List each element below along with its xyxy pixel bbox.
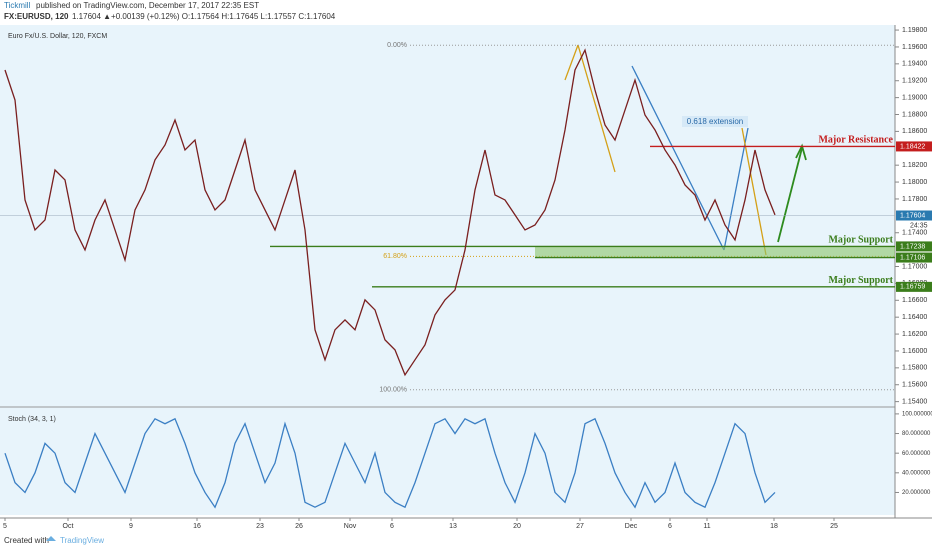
y-tick-label: 1.19400 — [902, 61, 927, 68]
x-tick-label: 6 — [668, 523, 672, 530]
y-tick-label: 100.000000 — [902, 411, 932, 417]
logo — [46, 536, 56, 541]
price-tag-text: 1.17106 — [900, 254, 925, 261]
series-line — [4, 417, 776, 509]
x-tick-label: Dec — [625, 523, 638, 530]
footer-text: Created with — [4, 536, 49, 545]
x-tick-label: 9 — [129, 523, 133, 530]
x-tick-label: 26 — [295, 523, 303, 530]
publisher[interactable]: Tickmill — [4, 1, 31, 10]
annotation-box — [682, 116, 748, 127]
x-tick-label: 23 — [256, 523, 264, 530]
y-tick-label: 1.17000 — [902, 263, 927, 270]
y-tick-label: 1.16200 — [902, 331, 927, 338]
x-tick-label: 27 — [576, 523, 584, 530]
level-label: Major Support — [828, 235, 893, 246]
price-tag — [896, 241, 932, 252]
y-tick-label: 1.17400 — [902, 230, 927, 237]
series-line — [4, 48, 776, 377]
x-tick-label: 11 — [703, 523, 710, 530]
x-tick-label: 13 — [449, 523, 457, 530]
y-tick-label: 60.000000 — [902, 451, 931, 457]
fib-label: 61.80% — [383, 253, 407, 260]
level-label: Major Resistance — [818, 135, 893, 146]
y-tick-label: 1.19000 — [902, 94, 927, 101]
fib-label: 0.00% — [387, 42, 407, 49]
x-tick-label: Oct — [63, 523, 74, 530]
y-tick-label: 1.16400 — [902, 314, 927, 321]
y-tick-label: 20.000000 — [902, 490, 931, 496]
price-tag — [896, 210, 932, 221]
symbol: FX:EURUSD, 120 — [4, 12, 69, 21]
y-tick-label: 1.16000 — [902, 348, 927, 355]
y-tick-label: 1.18800 — [902, 111, 927, 118]
y-tick-label: 1.15800 — [902, 365, 927, 372]
price-tag — [896, 141, 932, 152]
plot-background — [0, 25, 895, 515]
support-zone — [535, 246, 895, 258]
x-tick-label: 20 — [513, 523, 521, 530]
x-tick-label: 18 — [770, 523, 778, 530]
countdown: 24:35 — [910, 222, 928, 229]
x-tick-label: Nov — [344, 523, 357, 530]
y-tick-label: 1.15600 — [902, 382, 927, 389]
y-tick-label: 1.19200 — [902, 78, 927, 85]
y-tick-label: 1.18000 — [902, 179, 927, 186]
y-tick-label: 40.000000 — [902, 470, 931, 476]
pane-title: Stoch (34, 3, 1) — [8, 416, 56, 423]
published: published on TradingView.com, December 1… — [36, 1, 259, 10]
price-tag-text: 1.17238 — [900, 243, 925, 250]
price-tag-text: 1.18422 — [900, 143, 925, 150]
y-tick-label: 1.18200 — [902, 162, 927, 169]
pane-title: Euro Fx/U.S. Dollar, 120, FXCM — [8, 33, 107, 40]
price-tag-text: 1.16759 — [900, 284, 925, 291]
y-tick-label: 1.18600 — [902, 128, 927, 135]
price-tag-text: 1.17604 — [900, 212, 925, 219]
footer-brand[interactable]: TradingView — [60, 536, 104, 545]
y-tick-label: 1.16600 — [902, 297, 927, 304]
fib-label: 100.00% — [379, 387, 407, 394]
x-tick-label: 6 — [390, 523, 394, 530]
x-tick-label: 25 — [830, 523, 838, 530]
level-label: Major Support — [828, 275, 893, 286]
quote: 1.17604 ▲+0.00139 (+0.12%) O:1.17564 H:1… — [72, 12, 336, 21]
x-tick-label: 16 — [193, 523, 201, 530]
price-tag — [896, 252, 932, 263]
y-tick-label: 1.19600 — [902, 44, 927, 51]
y-tick-label: 80.000000 — [902, 431, 931, 437]
y-tick-label: 1.17800 — [902, 196, 927, 203]
y-tick-label: 1.15400 — [902, 398, 927, 405]
x-tick-label: 5 — [3, 523, 7, 530]
y-tick-label: 1.19800 — [902, 27, 927, 34]
annotation: 0.618 extension — [687, 117, 744, 126]
price-tag — [896, 281, 932, 292]
